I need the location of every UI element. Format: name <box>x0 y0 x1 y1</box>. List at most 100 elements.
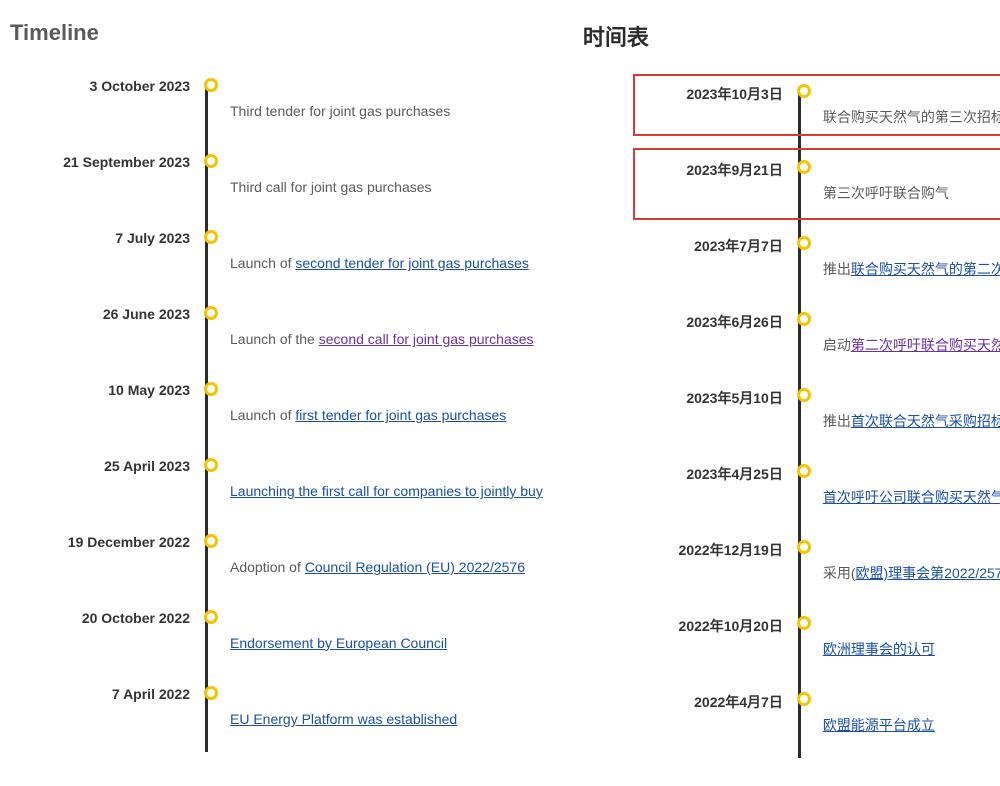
timeline-link[interactable]: 欧盟能源平台成立 <box>823 717 935 733</box>
timeline-desc-text: Third call for joint gas purchases <box>230 179 432 195</box>
timeline-description: Launch of first tender for joint gas pur… <box>226 380 543 426</box>
timeline-desc-text: Adoption of <box>230 559 305 575</box>
timeline-row: 3 October 2023Third tender for joint gas… <box>10 76 543 152</box>
timeline-dot-icon <box>204 686 218 700</box>
timeline-item: 2023年9月21日第三次呼吁联合购气 <box>583 158 1000 234</box>
timeline-link[interactable]: second tender for joint gas purchases <box>295 255 528 271</box>
timeline-link[interactable]: first tender for joint gas purchases <box>295 407 506 423</box>
timeline-row: 2023年9月21日第三次呼吁联合购气 <box>583 158 1000 234</box>
timeline-date: 2023年7月7日 <box>583 234 789 256</box>
timeline-item: 20 October 2022 Endorsement by European C… <box>10 608 543 684</box>
timeline-link[interactable]: Launching the first call for companies t… <box>230 483 543 499</box>
timeline-desc-text: 推出 <box>823 413 851 429</box>
timeline-dot-icon <box>797 236 811 250</box>
timeline-date: 19 December 2022 <box>10 532 196 550</box>
timeline-date: 2022年12月19日 <box>583 538 789 560</box>
timeline-desc-text: Third tender for joint gas purchases <box>230 103 450 119</box>
timeline-desc-text: Launch of <box>230 407 295 423</box>
timeline-description: Launch of second tender for joint gas pu… <box>226 228 543 274</box>
timeline-description: 联合购买天然气的第三次招标 <box>819 82 1000 128</box>
timeline-description: Endorsement by European Council <box>226 608 543 654</box>
timeline-item: 2023年5月10日推出首次联合天然气采购招标 <box>583 386 1000 462</box>
timeline-description: Third tender for joint gas purchases <box>226 76 543 122</box>
timeline-date: 7 July 2023 <box>10 228 196 246</box>
timeline-date: 10 May 2023 <box>10 380 196 398</box>
timeline-date: 25 April 2023 <box>10 456 196 474</box>
page: Timeline 3 October 2023Third tender for … <box>10 20 1000 766</box>
timeline-row: 2023年10月3日联合购买天然气的第三次招标 <box>583 82 1000 158</box>
timeline-row: 2022年12月19日采用(欧盟)理事会第2022/2576号条例 <box>583 538 1000 614</box>
timeline-dot-icon <box>204 382 218 396</box>
timeline-desc-text: 采用( <box>823 565 856 581</box>
timeline-item: 10 May 2023 Launch of first tender for jo… <box>10 380 543 456</box>
timeline-row: 2022年10月20日欧洲理事会的认可 <box>583 614 1000 690</box>
timeline-dot-icon <box>204 230 218 244</box>
timeline-dot-icon <box>204 154 218 168</box>
timeline-link[interactable]: 首次联合天然气采购招标 <box>851 413 1000 429</box>
timeline-row: 2023年4月25日首次呼吁公司联合购买天然气 <box>583 462 1000 538</box>
timeline-item: 2023年6月26日启动第二次呼吁联合购买天然气 <box>583 310 1000 386</box>
timeline-link[interactable]: Council Regulation (EU) 2022/2576 <box>305 559 525 575</box>
timeline-date: 2022年10月20日 <box>583 614 789 636</box>
timeline-dot-icon <box>204 78 218 92</box>
timeline-desc-text: 启动 <box>823 337 851 353</box>
timeline-date: 2023年5月10日 <box>583 386 789 408</box>
timeline-row: 2023年7月7日推出联合购买天然气的第二次招标 <box>583 234 1000 310</box>
timeline-row: 7 April 2022EU Energy Platform was estab… <box>10 684 543 760</box>
timeline-row: 21 September 2023Third call for joint ga… <box>10 152 543 228</box>
timeline-desc-text: Launch of the <box>230 331 319 347</box>
timeline-link[interactable]: EU Energy Platform was established <box>230 711 457 727</box>
timeline-link[interactable]: 第二次呼吁联合购买天然气 <box>851 337 1000 353</box>
timeline-row: 2023年5月10日推出首次联合天然气采购招标 <box>583 386 1000 462</box>
timeline-dot-icon <box>797 464 811 478</box>
timeline-link[interactable]: 联合购买天然气的第二次招标 <box>851 261 1000 277</box>
timeline-item: 25 April 2023 Launching the first call fo… <box>10 456 543 532</box>
timeline-item: 3 October 2023Third tender for joint gas… <box>10 76 543 152</box>
timeline-dot-icon <box>797 312 811 326</box>
timeline-link[interactable]: Endorsement by European Council <box>230 635 447 651</box>
timeline-desc-text: 第三次呼吁联合购气 <box>823 185 949 201</box>
timeline-dot-icon <box>797 160 811 174</box>
timeline-description: 推出联合购买天然气的第二次招标 <box>819 234 1000 280</box>
timeline-date: 2022年4月7日 <box>583 690 789 712</box>
timeline-item: 19 December 2022 Adoption of Council Regu… <box>10 532 543 608</box>
timeline-left: 3 October 2023Third tender for joint gas… <box>10 76 543 760</box>
timeline-item: 2022年10月20日欧洲理事会的认可 <box>583 614 1000 690</box>
timeline-link[interactable]: second call for joint gas purchases <box>319 331 534 347</box>
timeline-description: EU Energy Platform was established <box>226 684 543 730</box>
timeline-right: 2023年10月3日联合购买天然气的第三次招标2023年9月21日第三次呼吁联合… <box>583 82 1000 766</box>
timeline-row: 2022年4月7日欧盟能源平台成立 <box>583 690 1000 766</box>
timeline-date: 2023年6月26日 <box>583 310 789 332</box>
timeline-row: 2023年6月26日启动第二次呼吁联合购买天然气 <box>583 310 1000 386</box>
timeline-item: 7 April 2022EU Energy Platform was estab… <box>10 684 543 760</box>
timeline-dot-icon <box>797 540 811 554</box>
timeline-link[interactable]: 首次呼吁公司联合购买天然气 <box>823 489 1000 505</box>
timeline-description: 第三次呼吁联合购气 <box>819 158 1000 204</box>
timeline-description: Launching the first call for companies t… <box>226 456 543 502</box>
timeline-row: 25 April 2023 Launching the first call fo… <box>10 456 543 532</box>
timeline-description: 启动第二次呼吁联合购买天然气 <box>819 310 1000 356</box>
timeline-item: 2023年7月7日推出联合购买天然气的第二次招标 <box>583 234 1000 310</box>
timeline-row: 10 May 2023 Launch of first tender for jo… <box>10 380 543 456</box>
timeline-dot-icon <box>797 616 811 630</box>
timeline-date: 2023年4月25日 <box>583 462 789 484</box>
timeline-dot-icon <box>797 84 811 98</box>
timeline-item: 7 July 2023 Launch of second tender for j… <box>10 228 543 304</box>
timeline-date: 20 October 2022 <box>10 608 196 626</box>
timeline-date: 2023年9月21日 <box>583 158 789 180</box>
timeline-dot-icon <box>204 458 218 472</box>
timeline-description: Launch of the second call for joint gas … <box>226 304 543 350</box>
timeline-link[interactable]: 欧盟)理事会第2022/2576号条例 <box>856 565 1000 581</box>
timeline-item: 2023年10月3日联合购买天然气的第三次招标 <box>583 82 1000 158</box>
timeline-heading-right: 时间表 <box>583 20 1000 52</box>
timeline-dot-icon <box>797 692 811 706</box>
timeline-desc-text: 联合购买天然气的第三次招标 <box>823 109 1000 125</box>
timeline-description: 首次呼吁公司联合购买天然气 <box>819 462 1000 508</box>
timeline-item: 2022年12月19日采用(欧盟)理事会第2022/2576号条例 <box>583 538 1000 614</box>
timeline-desc-text: 推出 <box>823 261 851 277</box>
timeline-item: 2023年4月25日首次呼吁公司联合购买天然气 <box>583 462 1000 538</box>
timeline-item: 21 September 2023Third call for joint ga… <box>10 152 543 228</box>
timeline-link[interactable]: 欧洲理事会的认可 <box>823 641 935 657</box>
timeline-right-column: 时间表 2023年10月3日联合购买天然气的第三次招标2023年9月21日第三次… <box>583 20 1000 766</box>
timeline-item: 26 June 2023Launch of the second call fo… <box>10 304 543 380</box>
